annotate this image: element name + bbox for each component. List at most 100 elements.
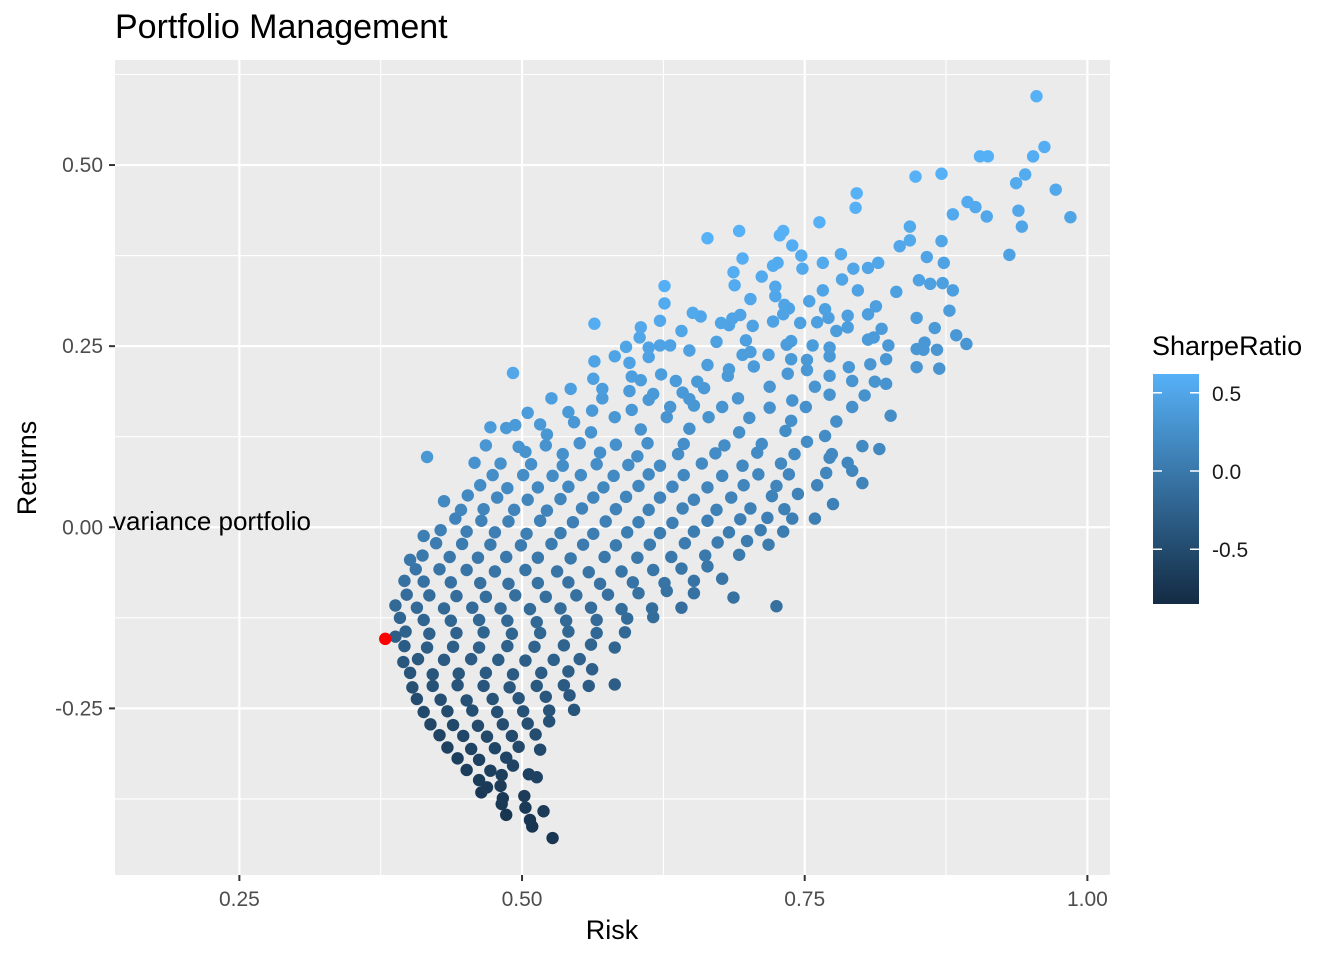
data-point: [1030, 90, 1043, 103]
data-point: [872, 256, 885, 270]
data-point: [601, 588, 615, 601]
data-point: [523, 602, 537, 616]
data-point: [584, 426, 598, 439]
x-tick-label: 0.75: [784, 888, 825, 911]
data-point: [576, 538, 590, 551]
x-axis-ticks: 0.25 0.50 0.75 1.00: [219, 875, 1108, 911]
data-point: [699, 549, 712, 562]
data-point: [466, 601, 479, 614]
data-point: [488, 742, 502, 755]
data-point: [509, 418, 522, 432]
data-point: [784, 352, 798, 366]
data-point: [653, 459, 667, 472]
data-point: [434, 523, 447, 537]
data-point: [539, 590, 552, 604]
data-point: [494, 602, 507, 615]
data-point: [665, 550, 678, 564]
data-point: [590, 458, 603, 471]
data-point: [429, 537, 443, 550]
data-point: [634, 321, 647, 334]
data-point: [563, 689, 576, 702]
data-point: [658, 576, 671, 590]
data-point: [457, 729, 470, 743]
data-point: [519, 801, 532, 814]
data-point: [547, 653, 560, 667]
data-point: [920, 250, 934, 264]
data-point: [545, 537, 558, 551]
data-point: [505, 729, 519, 743]
data-point: [556, 459, 569, 472]
data-point: [479, 439, 493, 452]
data-point: [554, 602, 567, 615]
data-point: [633, 331, 646, 344]
data-point: [608, 641, 621, 654]
data-point: [632, 479, 645, 493]
data-point: [701, 481, 714, 494]
data-point: [588, 355, 601, 368]
data-point: [625, 403, 638, 417]
data-point: [663, 339, 677, 352]
data-point: [653, 314, 667, 327]
data-point: [500, 550, 513, 564]
data-point: [722, 363, 736, 376]
data-point: [437, 602, 451, 615]
data-point: [524, 458, 538, 471]
data-point: [477, 626, 490, 639]
data-point: [782, 468, 796, 481]
data-point: [393, 611, 407, 625]
data-point: [501, 614, 514, 627]
min-variance-annotation: variance portfolio: [113, 506, 311, 536]
data-point: [946, 208, 960, 221]
data-point: [747, 360, 761, 373]
data-point: [710, 335, 723, 349]
data-point: [389, 630, 402, 643]
data-point: [575, 502, 589, 515]
data-point: [620, 612, 634, 625]
data-point: [588, 317, 601, 330]
data-point: [808, 512, 822, 525]
data-point: [501, 639, 514, 653]
data-point: [502, 515, 515, 528]
data-point: [619, 490, 633, 504]
data-point: [800, 435, 814, 448]
data-point: [528, 640, 541, 653]
data-point: [506, 366, 520, 380]
data-point: [687, 574, 701, 588]
data-point: [732, 548, 746, 561]
data-point: [653, 491, 667, 504]
data-point: [410, 692, 424, 706]
data-point: [734, 513, 747, 526]
data-point: [587, 372, 600, 385]
data-point: [460, 763, 473, 777]
data-point: [557, 639, 571, 652]
data-point: [727, 591, 740, 604]
data-point: [754, 523, 767, 537]
data-point: [1038, 140, 1051, 154]
data-point: [472, 613, 486, 627]
data-point: [711, 536, 724, 549]
data-point: [542, 704, 556, 717]
data-point: [502, 577, 515, 590]
data-point: [715, 469, 729, 483]
data-point: [632, 515, 645, 529]
data-point: [755, 437, 768, 451]
data-point: [842, 360, 856, 374]
data-point: [542, 715, 556, 728]
data-point: [484, 764, 497, 777]
data-point: [799, 400, 813, 414]
data-point: [846, 400, 859, 414]
data-point: [460, 563, 473, 577]
data-point: [479, 590, 493, 604]
data-point: [800, 353, 814, 367]
data-point: [475, 514, 488, 527]
data-point: [714, 316, 728, 330]
data-point: [531, 481, 545, 494]
data-point: [464, 742, 478, 756]
data-point: [663, 400, 677, 414]
data-point: [1018, 168, 1032, 181]
data-point: [494, 779, 507, 793]
data-point: [943, 304, 956, 317]
data-point: [398, 639, 411, 653]
legend-tick-label: 0.0: [1212, 461, 1241, 484]
data-point: [813, 216, 826, 229]
